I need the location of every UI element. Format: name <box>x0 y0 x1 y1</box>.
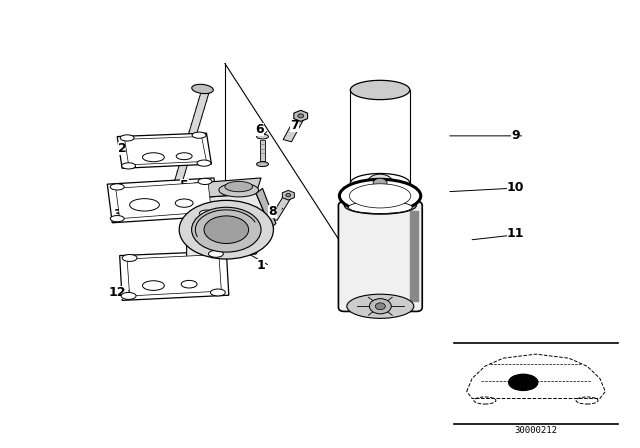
Ellipse shape <box>257 162 269 167</box>
Circle shape <box>373 178 387 188</box>
Ellipse shape <box>166 201 178 207</box>
Polygon shape <box>282 190 294 200</box>
Ellipse shape <box>122 163 136 169</box>
Polygon shape <box>187 178 261 198</box>
Ellipse shape <box>209 250 223 257</box>
Ellipse shape <box>175 199 193 207</box>
Circle shape <box>298 114 304 118</box>
Polygon shape <box>270 194 292 220</box>
Ellipse shape <box>179 200 273 259</box>
Ellipse shape <box>198 178 212 185</box>
Ellipse shape <box>225 181 253 192</box>
Text: 4: 4 <box>184 232 193 245</box>
Polygon shape <box>350 90 410 183</box>
Polygon shape <box>125 137 207 165</box>
Ellipse shape <box>110 184 124 190</box>
Ellipse shape <box>121 293 136 299</box>
Polygon shape <box>294 110 308 121</box>
Ellipse shape <box>192 132 206 138</box>
Ellipse shape <box>181 280 197 288</box>
Text: 5: 5 <box>180 179 189 192</box>
Polygon shape <box>117 133 211 168</box>
Ellipse shape <box>122 254 137 262</box>
Ellipse shape <box>204 216 248 244</box>
Ellipse shape <box>349 184 411 208</box>
Ellipse shape <box>192 84 213 94</box>
Ellipse shape <box>257 134 269 139</box>
FancyBboxPatch shape <box>339 202 422 311</box>
Circle shape <box>369 299 391 314</box>
Ellipse shape <box>176 153 192 159</box>
Ellipse shape <box>197 160 211 166</box>
Ellipse shape <box>344 197 416 214</box>
Text: 12: 12 <box>108 286 126 299</box>
Ellipse shape <box>211 289 225 296</box>
Text: 6: 6 <box>256 123 264 136</box>
Ellipse shape <box>143 281 164 290</box>
Text: 7: 7 <box>290 119 299 132</box>
Polygon shape <box>120 251 229 301</box>
Ellipse shape <box>350 80 410 99</box>
Circle shape <box>376 303 385 310</box>
Ellipse shape <box>350 173 410 193</box>
Polygon shape <box>168 92 209 204</box>
Text: 9: 9 <box>511 129 520 142</box>
Ellipse shape <box>339 179 420 212</box>
Text: 11: 11 <box>507 227 524 240</box>
Ellipse shape <box>191 207 261 252</box>
Ellipse shape <box>348 201 412 214</box>
Ellipse shape <box>219 183 259 197</box>
Polygon shape <box>187 194 271 259</box>
Text: 1: 1 <box>257 259 266 272</box>
Polygon shape <box>256 188 276 228</box>
Text: 2: 2 <box>118 142 127 155</box>
Ellipse shape <box>200 210 213 216</box>
Polygon shape <box>260 140 265 161</box>
Circle shape <box>509 375 538 390</box>
Polygon shape <box>127 254 221 296</box>
Polygon shape <box>410 211 419 302</box>
Polygon shape <box>283 115 305 142</box>
Ellipse shape <box>110 215 124 222</box>
Circle shape <box>367 174 393 192</box>
Text: 3: 3 <box>113 208 122 221</box>
Circle shape <box>286 194 291 197</box>
Ellipse shape <box>120 135 134 141</box>
Ellipse shape <box>143 153 164 162</box>
Text: 30000212: 30000212 <box>515 426 557 435</box>
Ellipse shape <box>347 294 414 319</box>
Polygon shape <box>116 182 211 219</box>
Text: 10: 10 <box>507 181 524 194</box>
Text: 8: 8 <box>268 205 276 218</box>
Polygon shape <box>108 178 219 223</box>
Ellipse shape <box>198 235 218 244</box>
Ellipse shape <box>130 198 159 211</box>
Ellipse shape <box>203 237 212 241</box>
